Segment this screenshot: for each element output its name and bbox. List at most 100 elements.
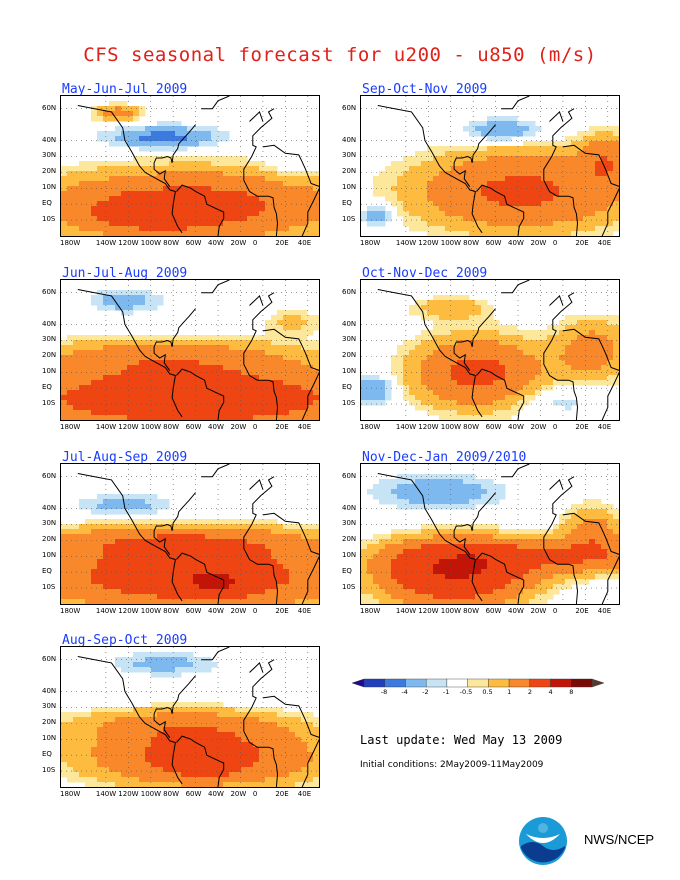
anomaly-cell — [577, 539, 584, 545]
anomaly-cell — [163, 554, 170, 560]
anomaly-cell — [151, 231, 158, 236]
anomaly-cell — [187, 529, 194, 535]
anomaly-cell — [223, 415, 230, 420]
anomaly-cell — [415, 151, 422, 157]
anomaly-cell — [145, 161, 152, 167]
anomaly-cell — [565, 405, 572, 411]
anomaly-cell — [613, 574, 619, 580]
anomaly-cell — [547, 206, 554, 212]
anomaly-cell — [139, 206, 146, 212]
anomaly-cell — [127, 657, 134, 663]
anomaly-cell — [577, 569, 584, 575]
anomaly-cell — [97, 395, 104, 401]
anomaly-cell — [103, 295, 110, 301]
anomaly-cell — [121, 206, 128, 212]
anomaly-cell — [523, 564, 530, 570]
anomaly-cell — [145, 126, 152, 132]
anomaly-cell — [565, 206, 572, 212]
anomaly-cell — [265, 549, 272, 555]
anomaly-cell — [439, 584, 446, 590]
anomaly-cell — [457, 226, 464, 232]
anomaly-cell — [289, 544, 296, 550]
anomaly-cell — [529, 345, 536, 351]
anomaly-cell — [499, 161, 506, 167]
anomaly-cell — [439, 405, 446, 411]
anomaly-cell — [583, 534, 590, 540]
anomaly-cell — [517, 385, 524, 391]
anomaly-cell — [601, 360, 608, 366]
anomaly-cell — [589, 350, 596, 356]
anomaly-cell — [157, 589, 164, 595]
anomaly-cell — [607, 539, 614, 545]
anomaly-cell — [493, 355, 500, 361]
anomaly-cell — [403, 479, 410, 485]
anomaly-cell — [475, 320, 482, 326]
anomaly-cell — [361, 380, 368, 386]
anomaly-cell — [241, 395, 248, 401]
anomaly-cell — [409, 584, 416, 590]
anomaly-cell — [379, 589, 386, 595]
longitude-label: 40E — [297, 423, 312, 431]
anomaly-cell — [541, 559, 548, 565]
anomaly-cell — [409, 380, 416, 386]
anomaly-cell — [517, 599, 524, 604]
anomaly-cell — [409, 206, 416, 212]
anomaly-cell — [589, 504, 596, 510]
anomaly-cell — [583, 345, 590, 351]
anomaly-cell — [583, 360, 590, 366]
anomaly-cell — [367, 589, 374, 595]
anomaly-cell — [127, 206, 134, 212]
anomaly-cell — [169, 594, 176, 600]
anomaly-cell — [457, 166, 464, 172]
anomaly-cell — [547, 171, 554, 177]
anomaly-cell — [307, 171, 314, 177]
anomaly-cell — [481, 549, 488, 555]
anomaly-cell — [91, 504, 98, 510]
anomaly-cell — [397, 355, 404, 361]
anomaly-cell — [397, 544, 404, 550]
anomaly-cell — [289, 350, 296, 356]
anomaly-cell — [445, 415, 452, 420]
anomaly-cell — [121, 221, 128, 227]
anomaly-cell — [181, 375, 188, 381]
anomaly-cell — [505, 201, 512, 207]
anomaly-cell — [379, 574, 386, 580]
anomaly-cell — [265, 410, 272, 416]
anomaly-cell — [457, 196, 464, 202]
anomaly-cell — [97, 136, 104, 142]
anomaly-cell — [433, 360, 440, 366]
anomaly-cell — [385, 544, 392, 550]
anomaly-cell — [289, 211, 296, 217]
anomaly-cell — [487, 385, 494, 391]
anomaly-cell — [193, 519, 200, 525]
anomaly-cell — [583, 191, 590, 197]
anomaly-cell — [157, 335, 164, 341]
anomaly-cell — [409, 599, 416, 604]
anomaly-cell — [361, 395, 368, 401]
anomaly-cell — [481, 305, 488, 311]
latitude-label: 60N — [342, 471, 357, 480]
anomaly-cell — [103, 231, 110, 236]
anomaly-cell — [187, 181, 194, 187]
anomaly-cell — [367, 489, 374, 495]
anomaly-cell — [283, 544, 290, 550]
anomaly-cell — [235, 360, 242, 366]
anomaly-cell — [553, 186, 560, 192]
anomaly-cell — [565, 539, 572, 545]
anomaly-cell — [253, 355, 260, 361]
anomaly-cell — [463, 206, 470, 212]
anomaly-cell — [259, 191, 266, 197]
anomaly-cell — [181, 390, 188, 396]
anomaly-cell — [133, 499, 140, 505]
anomaly-cell — [313, 380, 319, 386]
anomaly-cell — [211, 554, 218, 560]
anomaly-cell — [139, 594, 146, 600]
anomaly-cell — [229, 360, 236, 366]
anomaly-cell — [67, 355, 74, 361]
anomaly-cell — [601, 196, 608, 202]
anomaly-cell — [523, 584, 530, 590]
anomaly-cell — [415, 589, 422, 595]
anomaly-cell — [601, 370, 608, 376]
anomaly-cell — [571, 201, 578, 207]
anomaly-cell — [457, 201, 464, 207]
